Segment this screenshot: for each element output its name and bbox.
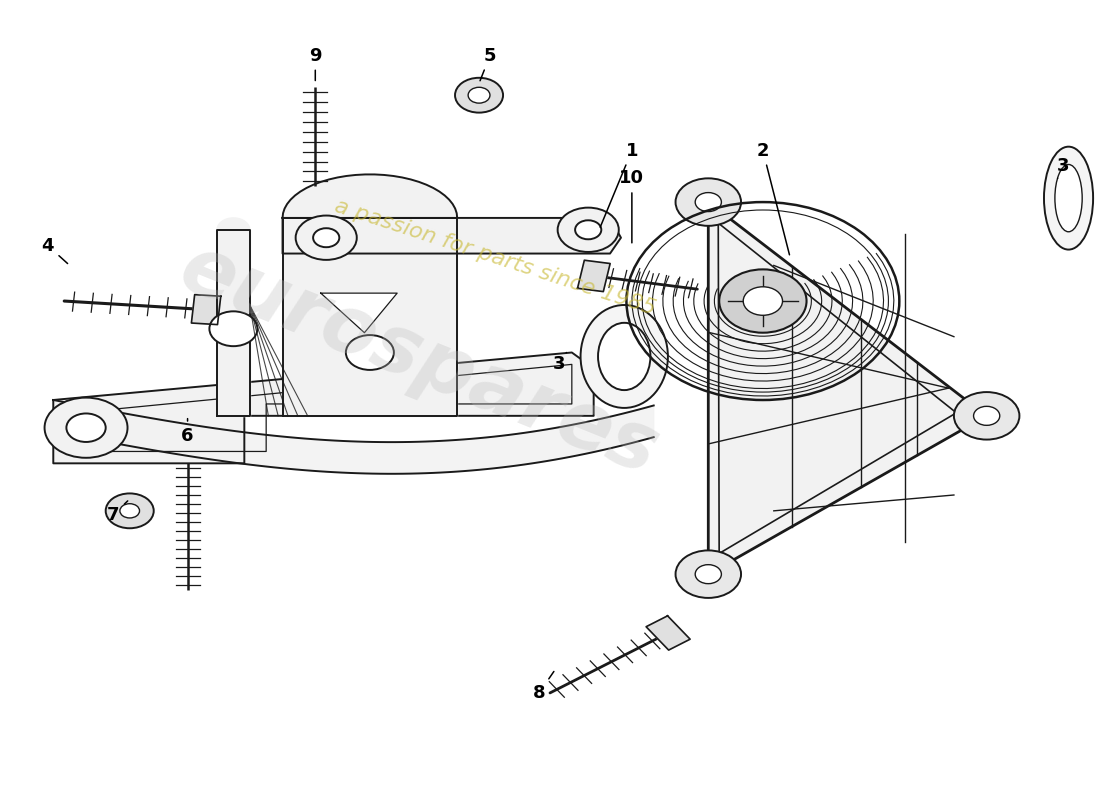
Circle shape bbox=[744, 286, 782, 315]
Circle shape bbox=[695, 193, 722, 211]
Circle shape bbox=[296, 215, 356, 260]
Text: 10: 10 bbox=[619, 170, 645, 243]
Circle shape bbox=[719, 270, 806, 333]
Polygon shape bbox=[217, 218, 250, 230]
Ellipse shape bbox=[581, 305, 668, 408]
Circle shape bbox=[954, 392, 1020, 439]
Circle shape bbox=[675, 178, 741, 226]
Text: 3: 3 bbox=[1057, 158, 1069, 178]
Circle shape bbox=[974, 406, 1000, 426]
Text: 8: 8 bbox=[532, 671, 554, 702]
Text: a passion for parts since 1985: a passion for parts since 1985 bbox=[332, 196, 659, 319]
Ellipse shape bbox=[1055, 165, 1082, 232]
Polygon shape bbox=[191, 294, 221, 325]
Text: 2: 2 bbox=[757, 142, 790, 255]
Polygon shape bbox=[578, 260, 610, 291]
Ellipse shape bbox=[598, 323, 650, 390]
Circle shape bbox=[45, 398, 128, 458]
Text: eurospares: eurospares bbox=[168, 229, 670, 492]
Polygon shape bbox=[53, 353, 594, 463]
Polygon shape bbox=[283, 218, 622, 254]
Text: 5: 5 bbox=[480, 46, 496, 81]
Text: 1: 1 bbox=[601, 142, 638, 227]
Circle shape bbox=[345, 335, 394, 370]
Circle shape bbox=[695, 565, 722, 584]
Circle shape bbox=[575, 220, 602, 239]
Polygon shape bbox=[283, 218, 458, 416]
Text: 9: 9 bbox=[309, 46, 321, 81]
Circle shape bbox=[558, 208, 619, 252]
Ellipse shape bbox=[1044, 146, 1093, 250]
Circle shape bbox=[209, 311, 257, 346]
Text: 4: 4 bbox=[42, 237, 67, 263]
Polygon shape bbox=[708, 202, 987, 574]
Circle shape bbox=[66, 414, 106, 442]
Polygon shape bbox=[646, 616, 690, 650]
Text: 7: 7 bbox=[107, 501, 128, 524]
Circle shape bbox=[106, 494, 154, 528]
Polygon shape bbox=[283, 174, 458, 218]
Polygon shape bbox=[217, 230, 250, 416]
Circle shape bbox=[675, 550, 741, 598]
Polygon shape bbox=[53, 400, 653, 474]
Circle shape bbox=[469, 87, 490, 103]
Text: 6: 6 bbox=[182, 418, 194, 445]
Circle shape bbox=[455, 78, 503, 113]
Polygon shape bbox=[321, 293, 397, 333]
Text: 3: 3 bbox=[552, 353, 567, 374]
Circle shape bbox=[314, 228, 339, 247]
Circle shape bbox=[120, 504, 140, 518]
